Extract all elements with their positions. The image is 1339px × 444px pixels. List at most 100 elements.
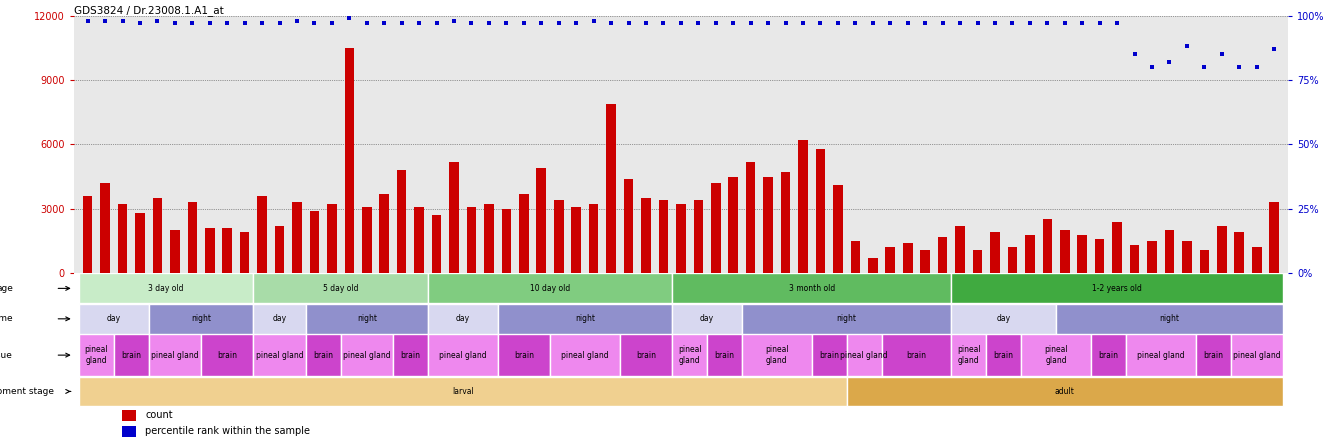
Point (740, 20, 762, 27)
Bar (253, 304, 305, 334)
Bar (257, 196, 266, 273)
Bar (607, 103, 616, 273)
Text: time: time (0, 314, 13, 323)
Text: pineal gland: pineal gland (561, 351, 609, 360)
Text: adult: adult (1055, 387, 1075, 396)
Bar (798, 140, 807, 273)
Point (147, 17, 169, 24)
Text: brain: brain (907, 351, 927, 360)
Bar (550, 334, 620, 376)
Bar (205, 228, 214, 273)
Bar (485, 204, 494, 273)
Point (234, 20, 256, 27)
Bar (153, 198, 162, 273)
Bar (428, 334, 498, 376)
Point (269, 20, 291, 27)
Point (478, 20, 499, 27)
Point (391, 20, 412, 27)
Bar (122, 410, 135, 421)
Bar (431, 215, 442, 273)
Bar (1231, 334, 1283, 376)
Bar (811, 334, 846, 376)
Text: brain: brain (994, 351, 1014, 360)
Bar (833, 185, 842, 273)
Bar (340, 334, 392, 376)
Bar (641, 198, 651, 273)
Bar (1113, 222, 1122, 273)
Text: tissue: tissue (0, 351, 13, 360)
Point (967, 20, 988, 27)
Bar (1056, 304, 1283, 334)
Text: development stage: development stage (0, 387, 54, 396)
Point (408, 20, 430, 27)
Bar (1269, 202, 1279, 273)
Bar (187, 202, 197, 273)
Point (461, 20, 482, 27)
Bar (589, 204, 599, 273)
Bar (1060, 230, 1070, 273)
Text: night: night (356, 314, 376, 323)
Text: pineal gland: pineal gland (151, 351, 198, 360)
Point (1019, 20, 1040, 27)
Point (111, 17, 133, 24)
Point (94, 17, 115, 24)
Point (1036, 20, 1058, 27)
Bar (414, 206, 424, 273)
Bar (379, 194, 390, 273)
Text: age: age (0, 284, 13, 293)
Bar (672, 274, 951, 303)
Point (304, 20, 325, 27)
Text: brain: brain (819, 351, 840, 360)
Text: brain: brain (313, 351, 333, 360)
Text: day: day (455, 314, 470, 323)
Bar (450, 162, 459, 273)
Bar (1252, 247, 1261, 273)
Point (1229, 63, 1251, 71)
Bar (467, 206, 477, 273)
Bar (1095, 239, 1105, 273)
Text: brain: brain (514, 351, 534, 360)
Bar (846, 377, 1283, 406)
Point (339, 15, 360, 22)
Point (1247, 63, 1268, 71)
Point (1158, 58, 1180, 65)
Point (810, 20, 832, 27)
Bar (1200, 250, 1209, 273)
Point (374, 20, 395, 27)
Point (565, 20, 586, 27)
Point (356, 20, 378, 27)
Point (670, 20, 691, 27)
Point (828, 20, 849, 27)
Point (1071, 20, 1093, 27)
Point (495, 20, 517, 27)
Bar (79, 274, 253, 303)
Bar (746, 162, 755, 273)
Point (1141, 63, 1162, 71)
Bar (428, 274, 672, 303)
Bar (1217, 226, 1227, 273)
Bar (659, 200, 668, 273)
Point (706, 20, 727, 27)
Text: pineal gland: pineal gland (256, 351, 304, 360)
Point (949, 20, 971, 27)
Bar (951, 274, 1283, 303)
Bar (309, 211, 319, 273)
Bar (170, 230, 179, 273)
Bar (951, 334, 987, 376)
Point (758, 20, 779, 27)
Point (548, 20, 569, 27)
Bar (100, 183, 110, 273)
Point (1089, 20, 1110, 27)
Text: pineal
gland: pineal gland (765, 345, 789, 365)
Point (688, 20, 710, 27)
Bar (520, 194, 529, 273)
Point (775, 20, 797, 27)
Point (1210, 51, 1232, 58)
Bar (815, 149, 825, 273)
Text: pineal gland: pineal gland (1233, 351, 1280, 360)
Text: percentile rank within the sample: percentile rank within the sample (146, 426, 311, 436)
Bar (149, 334, 201, 376)
Bar (990, 232, 1000, 273)
Bar (1126, 334, 1196, 376)
Bar (253, 334, 305, 376)
